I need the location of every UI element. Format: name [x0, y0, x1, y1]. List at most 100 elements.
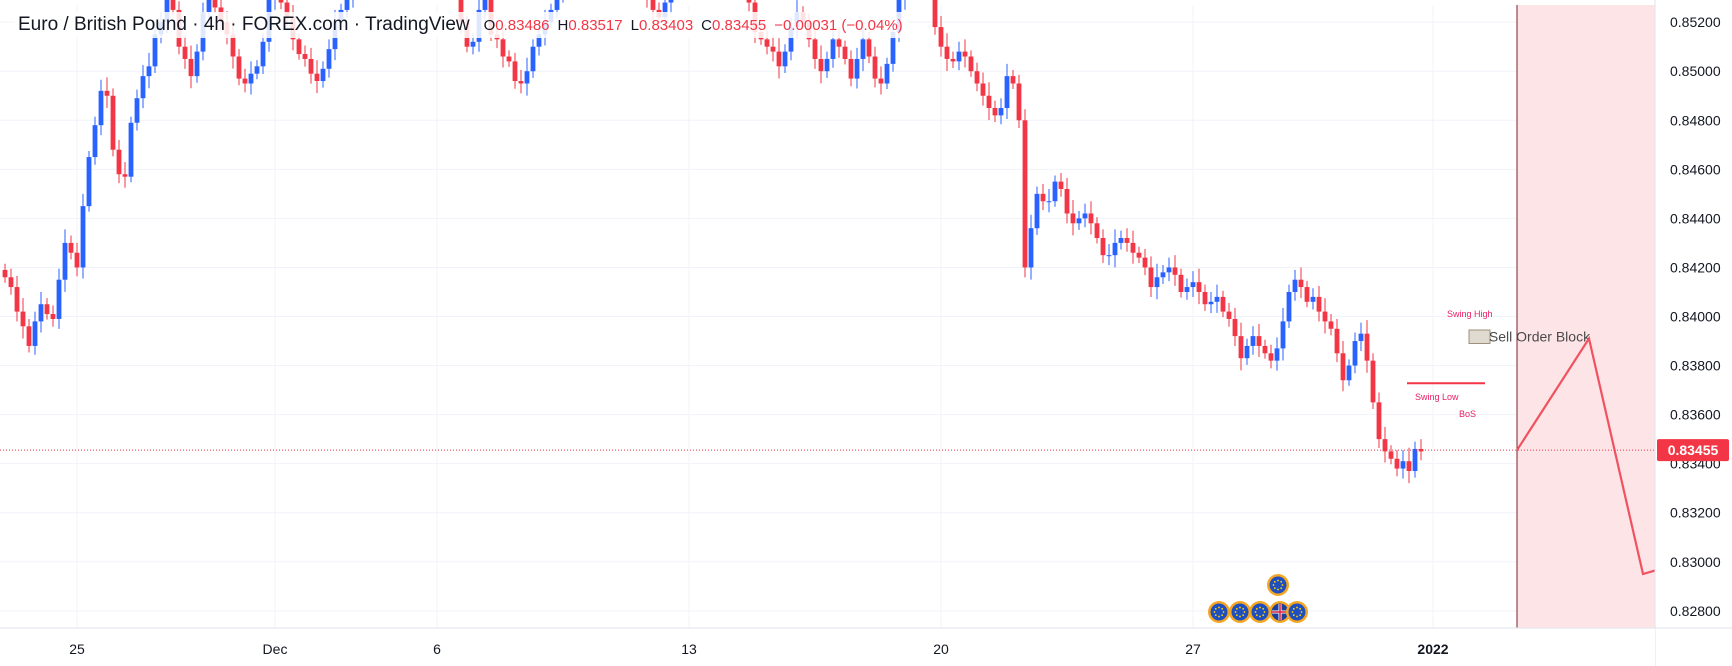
candle-body — [1316, 296, 1322, 312]
eu-star — [1277, 588, 1279, 591]
candle-body — [1130, 242, 1136, 253]
candle-body — [962, 51, 968, 57]
time-tick-label: 13 — [681, 641, 697, 657]
current-price-label: 0.83455 — [1668, 442, 1719, 458]
candle-body — [1358, 333, 1364, 342]
gb-flag-icon[interactable] — [1269, 601, 1291, 623]
candles — [2, 0, 1424, 484]
candle-body — [650, 0, 656, 10]
high-value: 0.83517 — [568, 16, 623, 34]
candle-body — [1028, 228, 1034, 268]
candle-body — [1142, 257, 1148, 268]
price-tick-label: 0.82800 — [1670, 603, 1721, 619]
candle-body — [1160, 272, 1166, 278]
candle-body — [314, 73, 320, 82]
candle-body — [818, 58, 824, 72]
candle-body — [1040, 193, 1046, 202]
open-value: 0.83486 — [495, 16, 550, 34]
candle-body — [278, 0, 284, 3]
candle-body — [1100, 238, 1106, 256]
candle-body — [284, 2, 290, 18]
eu-flag-icon[interactable] — [1208, 601, 1230, 623]
eu-flag-icon[interactable] — [1286, 601, 1308, 623]
time-tick-label: 6 — [433, 641, 441, 657]
candle-body — [1376, 402, 1382, 440]
candle-body — [1220, 296, 1226, 312]
eu-star — [1254, 611, 1257, 613]
eu-star — [1273, 580, 1276, 583]
eu-star — [1259, 615, 1261, 618]
candle-body — [1406, 461, 1412, 472]
candle-body — [950, 58, 956, 62]
candle-body — [140, 76, 146, 99]
candle-body — [134, 98, 140, 123]
candle-body — [320, 68, 326, 82]
eu-flag-icon[interactable] — [1229, 601, 1251, 623]
candle-body — [956, 51, 962, 62]
candle-body — [764, 39, 770, 47]
eu-star — [1255, 607, 1258, 610]
candle-body — [146, 66, 152, 77]
time-axis-bg — [0, 628, 1655, 666]
candle-body — [92, 125, 98, 158]
candle-body — [1310, 296, 1316, 302]
candle-body — [242, 78, 248, 84]
candle-body — [1034, 193, 1040, 229]
eu-flag-icon[interactable] — [1249, 601, 1271, 623]
candle-body — [1178, 274, 1184, 292]
candle-body — [1088, 213, 1094, 224]
candle-body — [1208, 301, 1214, 305]
candle-body — [1082, 213, 1088, 219]
candle-body — [98, 90, 104, 126]
candle-body — [1244, 345, 1250, 359]
candle-body — [932, 0, 938, 28]
candle-body — [500, 39, 506, 57]
eu-star — [1299, 607, 1302, 610]
candle-body — [1118, 238, 1124, 243]
candle-body — [1280, 321, 1286, 349]
candle-body — [110, 95, 116, 150]
candle-body — [1322, 311, 1328, 322]
eu-star — [1239, 606, 1241, 609]
price-tick-label: 0.84200 — [1670, 259, 1721, 275]
candle-body — [230, 34, 236, 57]
eu-star — [1292, 614, 1295, 617]
symbol-header: Euro / British Pound · 4h · FOREX.com · … — [14, 12, 907, 38]
candle-body — [530, 46, 536, 72]
candle-body — [1190, 282, 1196, 288]
low-value: 0.83403 — [638, 16, 694, 34]
candle-body — [1064, 188, 1070, 214]
candle-body — [344, 0, 350, 10]
time-tick-label: 2022 — [1417, 641, 1448, 657]
candle-body — [104, 90, 110, 96]
candle-body — [830, 39, 836, 59]
candle-body — [866, 39, 872, 57]
eu-star — [1222, 611, 1225, 613]
candle-body — [470, 41, 476, 47]
candle-body — [998, 108, 1004, 116]
price-tick-label: 0.84600 — [1670, 161, 1721, 177]
eu-star — [1262, 614, 1265, 617]
eu-star — [1234, 611, 1237, 613]
candle-body — [1022, 120, 1028, 268]
candle-body — [746, 0, 752, 3]
candle-body — [836, 39, 842, 47]
current-price-badge — [1657, 439, 1729, 462]
candle-body — [194, 51, 200, 77]
eu-flag-icon[interactable] — [1267, 574, 1289, 596]
symbol-title[interactable]: Euro / British Pound · 4h · FOREX.com · … — [18, 14, 470, 35]
eu-star — [1214, 614, 1217, 617]
candle-body — [1340, 353, 1346, 381]
eu-star — [1280, 587, 1283, 590]
candle-body — [32, 321, 38, 346]
eu-star — [1263, 611, 1266, 613]
candle-body — [248, 73, 254, 84]
eu-star — [1255, 614, 1258, 617]
candle-body — [668, 0, 674, 3]
candle-body — [1226, 311, 1232, 319]
event-icons[interactable] — [1208, 574, 1308, 623]
candle-body — [1352, 341, 1358, 366]
candle-body — [1334, 328, 1340, 354]
eu-star — [1239, 615, 1241, 618]
